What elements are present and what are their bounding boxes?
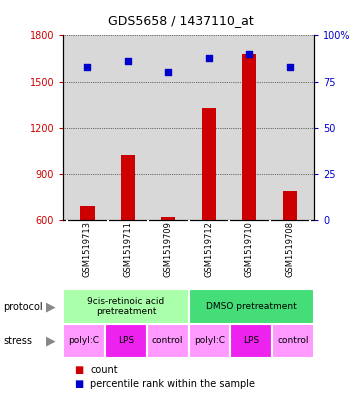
Text: LPS: LPS	[243, 336, 260, 345]
Text: stress: stress	[4, 336, 32, 346]
Text: protocol: protocol	[4, 302, 43, 312]
Text: count: count	[90, 365, 118, 375]
Bar	[81, 206, 95, 220]
Text: ▶: ▶	[46, 334, 56, 348]
Point	[206, 54, 212, 61]
Text: percentile rank within the sample: percentile rank within the sample	[90, 379, 255, 389]
Bar	[63, 324, 105, 358]
Text: GSM1519711: GSM1519711	[123, 222, 132, 277]
Bar	[63, 289, 188, 324]
Bar	[272, 324, 314, 358]
Bar	[105, 324, 147, 358]
Text: polyI:C: polyI:C	[69, 336, 100, 345]
Point	[287, 64, 293, 70]
Text: LPS: LPS	[118, 336, 134, 345]
Text: DMSO pretreatment: DMSO pretreatment	[206, 302, 297, 311]
Bar	[161, 217, 175, 220]
Text: polyI:C: polyI:C	[194, 336, 225, 345]
Bar	[188, 324, 230, 358]
Bar	[230, 324, 272, 358]
Bar	[202, 108, 216, 220]
Text: control: control	[277, 336, 309, 345]
Text: GSM1519712: GSM1519712	[204, 222, 213, 277]
Bar	[147, 324, 188, 358]
Point	[165, 69, 171, 75]
Bar	[121, 156, 135, 220]
Text: GDS5658 / 1437110_at: GDS5658 / 1437110_at	[108, 14, 253, 27]
Bar	[188, 289, 314, 324]
Text: ■: ■	[74, 365, 83, 375]
Text: GSM1519713: GSM1519713	[83, 222, 92, 277]
Bar	[283, 191, 297, 220]
Point	[247, 51, 252, 57]
Text: control: control	[152, 336, 183, 345]
Text: GSM1519708: GSM1519708	[285, 222, 294, 277]
Point	[125, 58, 131, 64]
Text: ■: ■	[74, 379, 83, 389]
Bar	[242, 54, 256, 220]
Text: GSM1519709: GSM1519709	[164, 222, 173, 277]
Text: 9cis-retinoic acid
pretreatment: 9cis-retinoic acid pretreatment	[87, 297, 165, 316]
Text: ▶: ▶	[46, 301, 56, 314]
Point	[84, 64, 90, 70]
Text: GSM1519710: GSM1519710	[245, 222, 254, 277]
